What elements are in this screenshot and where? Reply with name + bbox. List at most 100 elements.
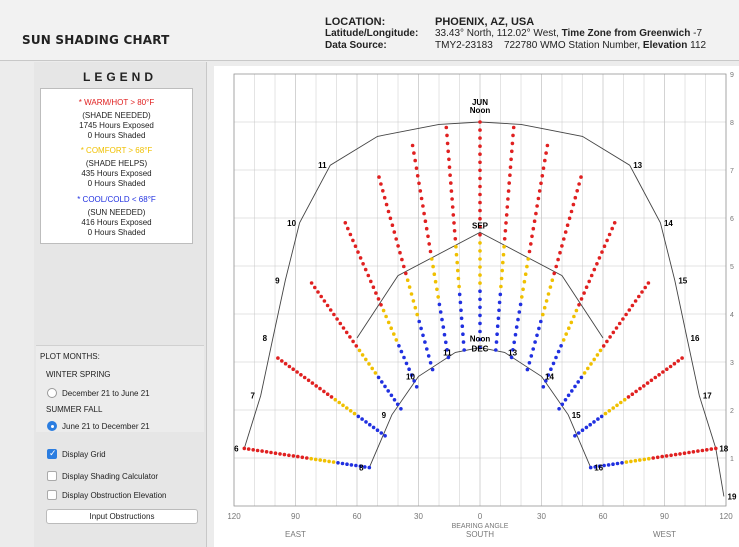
sun-position-dot xyxy=(599,414,604,419)
sun-position-dot xyxy=(322,389,326,394)
sun-position-dot xyxy=(380,380,384,384)
display-grid-checkbox[interactable] xyxy=(47,448,57,459)
sun-position-dot xyxy=(610,226,614,231)
sun-position-dot xyxy=(441,325,446,329)
sun-position-dot xyxy=(423,219,428,223)
west-label: WEST xyxy=(653,530,676,539)
sun-position-dot xyxy=(571,202,576,207)
sun-position-dot xyxy=(280,359,284,363)
sun-position-dot xyxy=(664,454,669,458)
sun-position-dot xyxy=(397,344,401,348)
sun-position-dot xyxy=(498,292,503,297)
x-tick-label: 30 xyxy=(414,512,423,521)
timezone-value: -7 xyxy=(693,28,703,39)
sun-position-dot xyxy=(264,450,269,454)
sun-position-dot xyxy=(358,464,363,469)
sun-position-dot xyxy=(419,326,423,331)
jun-noon-annotation: Noon xyxy=(470,106,491,115)
sun-position-dot xyxy=(360,417,364,421)
sun-position-dot xyxy=(375,428,380,433)
sun-position-dot xyxy=(606,463,611,467)
sun-position-dot xyxy=(523,272,528,276)
hour-label: 11 xyxy=(443,348,452,357)
timezone-label: Time Zone from Greenwich xyxy=(561,28,691,39)
sun-position-dot xyxy=(436,295,440,299)
shading-calculator-label[interactable]: Display Shading Calculator xyxy=(62,472,159,481)
sun-position-dot xyxy=(573,434,577,438)
sun-position-dot xyxy=(522,279,527,284)
sun-position-dot xyxy=(508,165,513,169)
hour-label: 10 xyxy=(287,219,296,228)
sun-position-dot xyxy=(622,397,627,402)
sun-position-dot xyxy=(525,264,529,269)
sun-position-dot xyxy=(600,250,604,254)
sun-position-dot xyxy=(421,204,425,208)
sun-position-dot xyxy=(582,291,586,295)
radio-winter-spring[interactable] xyxy=(47,388,57,398)
obstruction-elevation-checkbox[interactable] xyxy=(47,490,57,500)
sun-position-dot xyxy=(504,221,508,225)
sun-position-dot xyxy=(423,340,427,344)
sun-position-dot xyxy=(561,338,566,342)
sun-position-dot xyxy=(366,273,371,278)
sun-position-dot xyxy=(478,249,482,253)
sun-position-dot xyxy=(433,279,438,284)
sun-position-dot xyxy=(377,175,381,179)
sun-position-dot xyxy=(430,367,435,372)
sun-position-dot xyxy=(478,337,482,342)
x-tick-label: 30 xyxy=(537,512,546,521)
sun-position-dot xyxy=(541,166,546,170)
sun-position-dot xyxy=(506,189,511,193)
sun-position-dot xyxy=(325,392,330,397)
sun-position-dot xyxy=(602,463,606,468)
option1-label[interactable]: December 21 to June 21 xyxy=(62,389,150,398)
sun-position-dot xyxy=(445,141,450,146)
legend-comfort-exposed: 435 Hours Exposed xyxy=(81,169,152,178)
sun-position-dot xyxy=(499,284,503,289)
sun-position-dot xyxy=(478,216,482,221)
radio-summer-fall[interactable] xyxy=(47,421,57,431)
sun-position-dot xyxy=(598,348,603,353)
sun-position-dot xyxy=(551,361,556,366)
sun-position-dot xyxy=(534,211,538,216)
sun-position-dot xyxy=(302,375,307,380)
sun-position-dot xyxy=(449,181,453,185)
sun-position-dot xyxy=(364,420,368,424)
input-obstructions-button[interactable]: Input Obstructions xyxy=(46,509,198,524)
sun-position-dot xyxy=(494,348,498,352)
sun-position-dot xyxy=(525,367,530,372)
display-grid-label[interactable]: Display Grid xyxy=(62,450,106,459)
sun-position-dot xyxy=(399,407,403,411)
sun-position-dot xyxy=(246,447,251,451)
sun-position-dot xyxy=(543,158,547,163)
option2-label[interactable]: June 21 to December 21 xyxy=(62,422,150,431)
sun-position-dot xyxy=(395,402,400,407)
sun-position-dot xyxy=(353,244,358,248)
hour-label: 11 xyxy=(318,161,327,170)
sun-position-dot xyxy=(672,361,677,366)
sun-position-dot xyxy=(657,373,661,377)
sun-position-dot xyxy=(379,303,383,307)
sun-position-dot xyxy=(509,355,514,360)
sun-position-dot xyxy=(506,197,510,201)
sun-position-dot xyxy=(563,230,568,234)
y-tick-label: 4 xyxy=(730,312,734,319)
sun-position-dot xyxy=(446,355,451,360)
sun-position-dot xyxy=(381,308,386,313)
sun-position-dot xyxy=(500,268,505,273)
shading-calculator-checkbox[interactable] xyxy=(47,471,57,481)
sun-position-dot xyxy=(415,174,420,178)
sun-position-dot xyxy=(544,151,548,155)
sun-position-dot xyxy=(529,354,534,358)
sun-position-dot xyxy=(495,324,500,329)
sun-position-dot xyxy=(478,329,482,334)
sun-position-dot xyxy=(430,257,434,261)
sun-position-dot xyxy=(546,373,551,377)
sun-position-dot xyxy=(295,370,299,374)
sun-position-dot xyxy=(640,290,644,294)
sun-position-dot xyxy=(502,244,506,249)
sun-position-dot xyxy=(588,422,592,427)
sun-position-dot xyxy=(541,385,546,389)
sun-position-dot xyxy=(478,281,482,285)
obstruction-elevation-label[interactable]: Display Obstruction Elevation xyxy=(62,491,167,500)
